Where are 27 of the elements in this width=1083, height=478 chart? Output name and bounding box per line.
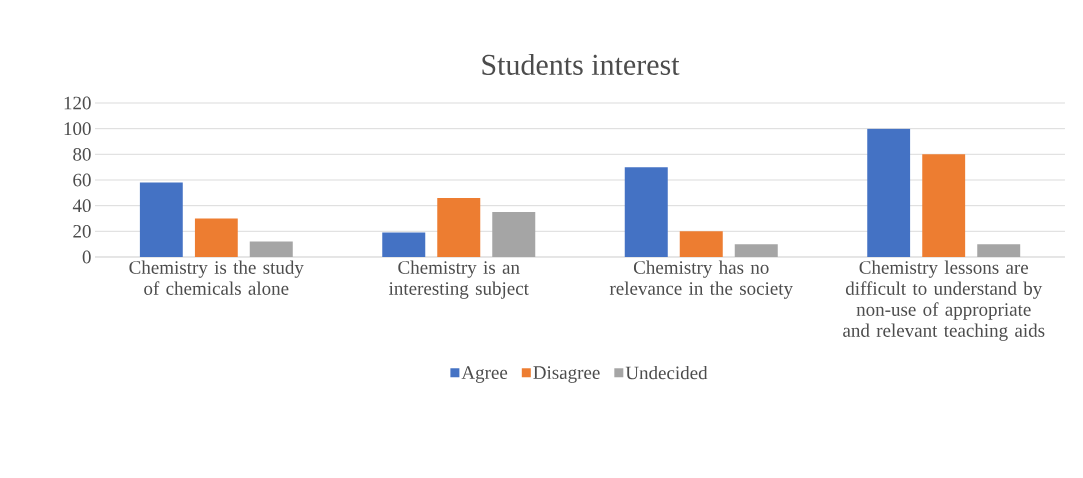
bar [977, 244, 1021, 257]
bar [679, 231, 723, 257]
bar [624, 167, 668, 257]
chart-title: Students interest [482, 53, 680, 75]
y-tick-label: 40 [72, 199, 91, 213]
bar [382, 232, 426, 257]
x-tick-label: Chemistry is the study of chemicals alone [129, 260, 304, 295]
legend-label: Agree [461, 366, 508, 383]
bar [922, 154, 966, 257]
y-tick-label: 80 [73, 147, 91, 161]
legend-label: Disagree [533, 366, 600, 383]
x-tick-label: Chemistry has no relevance in the society [609, 260, 793, 299]
bar [249, 241, 293, 257]
y-tick-label: 20 [73, 224, 91, 238]
y-tick-label: 60 [73, 173, 91, 187]
bar [734, 244, 778, 257]
y-tick-label: 120 [64, 96, 91, 110]
bar [492, 212, 536, 257]
bar [437, 197, 481, 257]
x-tick-label: Chemistry is an interesting subject [388, 260, 529, 299]
bar [139, 182, 183, 257]
y-tick-label: 100 [64, 122, 91, 136]
bar [194, 218, 238, 257]
bar [867, 128, 911, 257]
x-tick-label: Chemistry lessons are difficult to understand by non-use of appropriate and relevant teaching aids [843, 260, 1045, 341]
y-tick-label: 0 [82, 250, 91, 264]
legend-label: Undecided [625, 365, 708, 380]
